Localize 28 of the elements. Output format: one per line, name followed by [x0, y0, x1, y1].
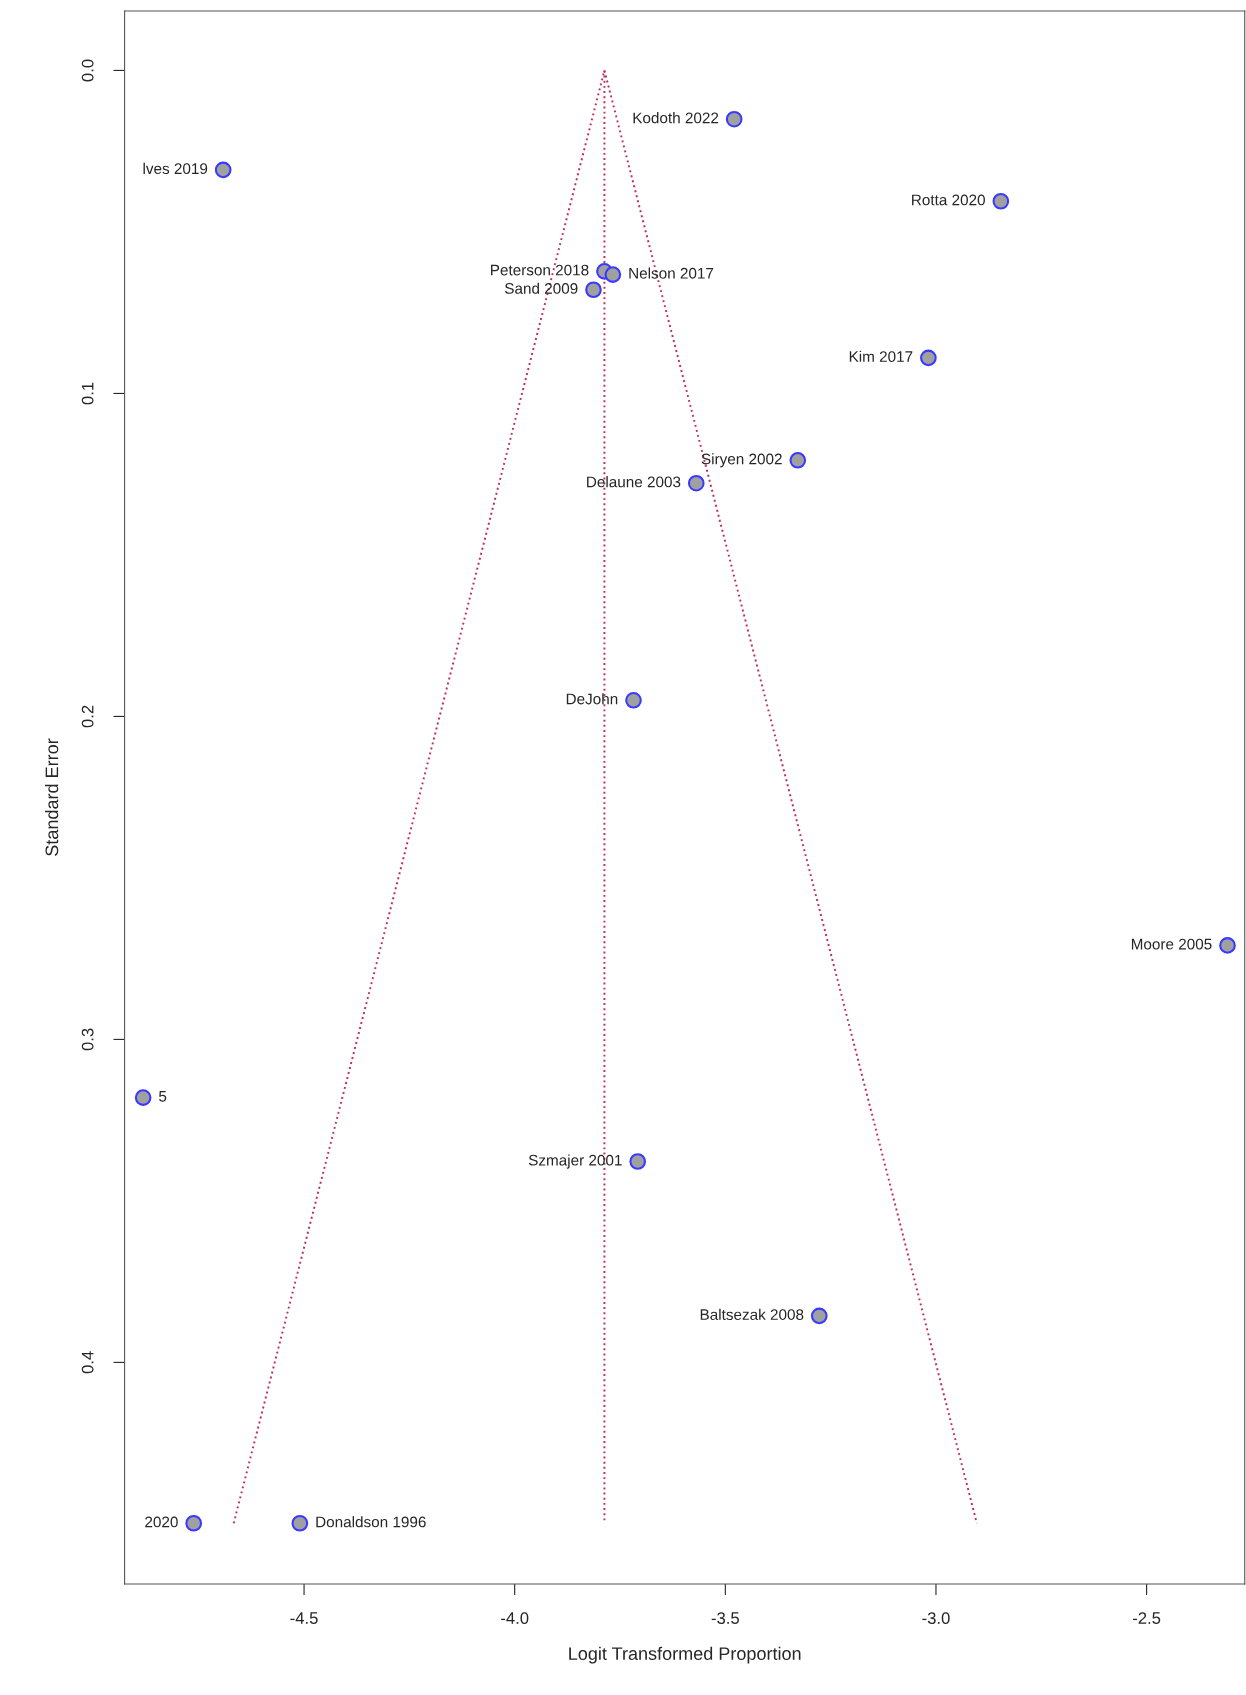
x-tick-label: -4.5: [290, 1612, 318, 1624]
annotation: 2020: [145, 1516, 178, 1528]
x-tick-label: -3.0: [922, 1612, 950, 1624]
annotation: Baltsezak 2008: [700, 1308, 804, 1320]
annotation: DeJohn: [566, 693, 618, 705]
annotation: Rotta 2020: [912, 194, 985, 206]
annotation: Siryen 2002: [701, 453, 782, 468]
annotation: Donaldson 1996: [316, 1516, 426, 1528]
y-tick-label: 0.4: [81, 1351, 94, 1374]
x-tick-label: -2.5: [1132, 1612, 1161, 1624]
y-tick-label: 0.2: [81, 705, 94, 728]
x-tick-label: -3.5: [711, 1612, 739, 1624]
annotation: 5: [159, 1091, 167, 1102]
x-tick-label: -4.0: [501, 1612, 529, 1624]
annotation: Delaune 2003: [587, 476, 681, 488]
x-axis-title: Logit Transformed Proportion: [569, 1646, 801, 1664]
annotation: Sand 2009: [504, 282, 578, 294]
annotation: Szmajer 2001: [528, 1154, 622, 1169]
annotation: Nelson 2017: [629, 267, 714, 279]
y-axis-title: Standard Error: [45, 738, 59, 856]
annotation: lves 2019: [143, 162, 208, 175]
y-tick-label: 0.3: [81, 1028, 94, 1051]
annotation: Peterson 2018: [491, 264, 589, 276]
annotation: Moore 2005: [1131, 938, 1212, 950]
y-tick-label: 0.1: [81, 382, 94, 405]
y-tick-label: 0.0: [81, 59, 94, 82]
annotation: Kodoth 2022: [633, 112, 719, 124]
annotation: Kim 2017: [849, 350, 913, 363]
